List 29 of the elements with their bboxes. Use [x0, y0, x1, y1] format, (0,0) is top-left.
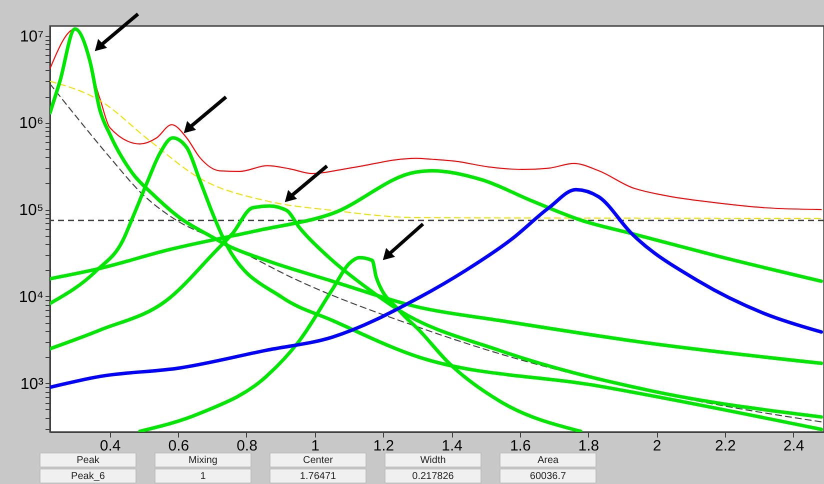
y-tick-label: 10³ — [20, 376, 44, 393]
text: 0.217826 — [412, 471, 454, 482]
text: Width — [420, 455, 446, 466]
x-tick-label: 2 — [652, 438, 662, 454]
line-series — [50, 28, 822, 210]
y-tick-label: 10⁶ — [19, 115, 44, 132]
y-tick-label: 10⁵ — [19, 202, 44, 220]
text: Peak — [76, 455, 100, 466]
text: 1 — [200, 471, 206, 482]
text: Peak_6 — [71, 471, 106, 482]
x-tick-label: 0.6 — [168, 438, 190, 454]
x-tick-label: 1.2 — [373, 438, 394, 454]
y-tick-label: 10⁴ — [18, 288, 44, 306]
x-tick-label: 2.2 — [714, 438, 736, 454]
x-tick-label: 1.8 — [578, 438, 600, 454]
line-series — [50, 188, 824, 390]
text: 60036.7 — [530, 471, 567, 482]
text: Mixing — [188, 455, 218, 466]
x-tick-label: 0.4 — [100, 438, 121, 454]
x-tick-label: 1.6 — [510, 438, 531, 454]
text: Center — [302, 455, 334, 466]
x-tick-label: 1 — [311, 438, 320, 454]
text: Area — [537, 455, 559, 466]
x-tick-label: 2.4 — [783, 438, 804, 454]
text: 1.76471 — [300, 471, 337, 482]
line-series — [50, 80, 822, 220]
y-tick-label: 10⁷ — [20, 28, 44, 46]
x-tick-label: 0.8 — [236, 438, 258, 454]
x-tick-label: 1.4 — [442, 438, 462, 454]
